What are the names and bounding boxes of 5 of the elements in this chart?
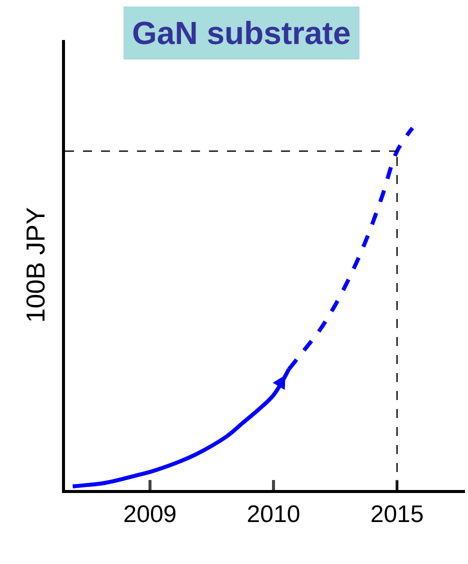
x-tick-label: 2015 (370, 500, 424, 528)
x-tick-label: 2009 (123, 500, 177, 528)
chart-title: GaN substrate (132, 15, 351, 51)
x-tick-label: 2010 (246, 500, 300, 528)
y-axis-title: 100B JPY (20, 207, 50, 323)
